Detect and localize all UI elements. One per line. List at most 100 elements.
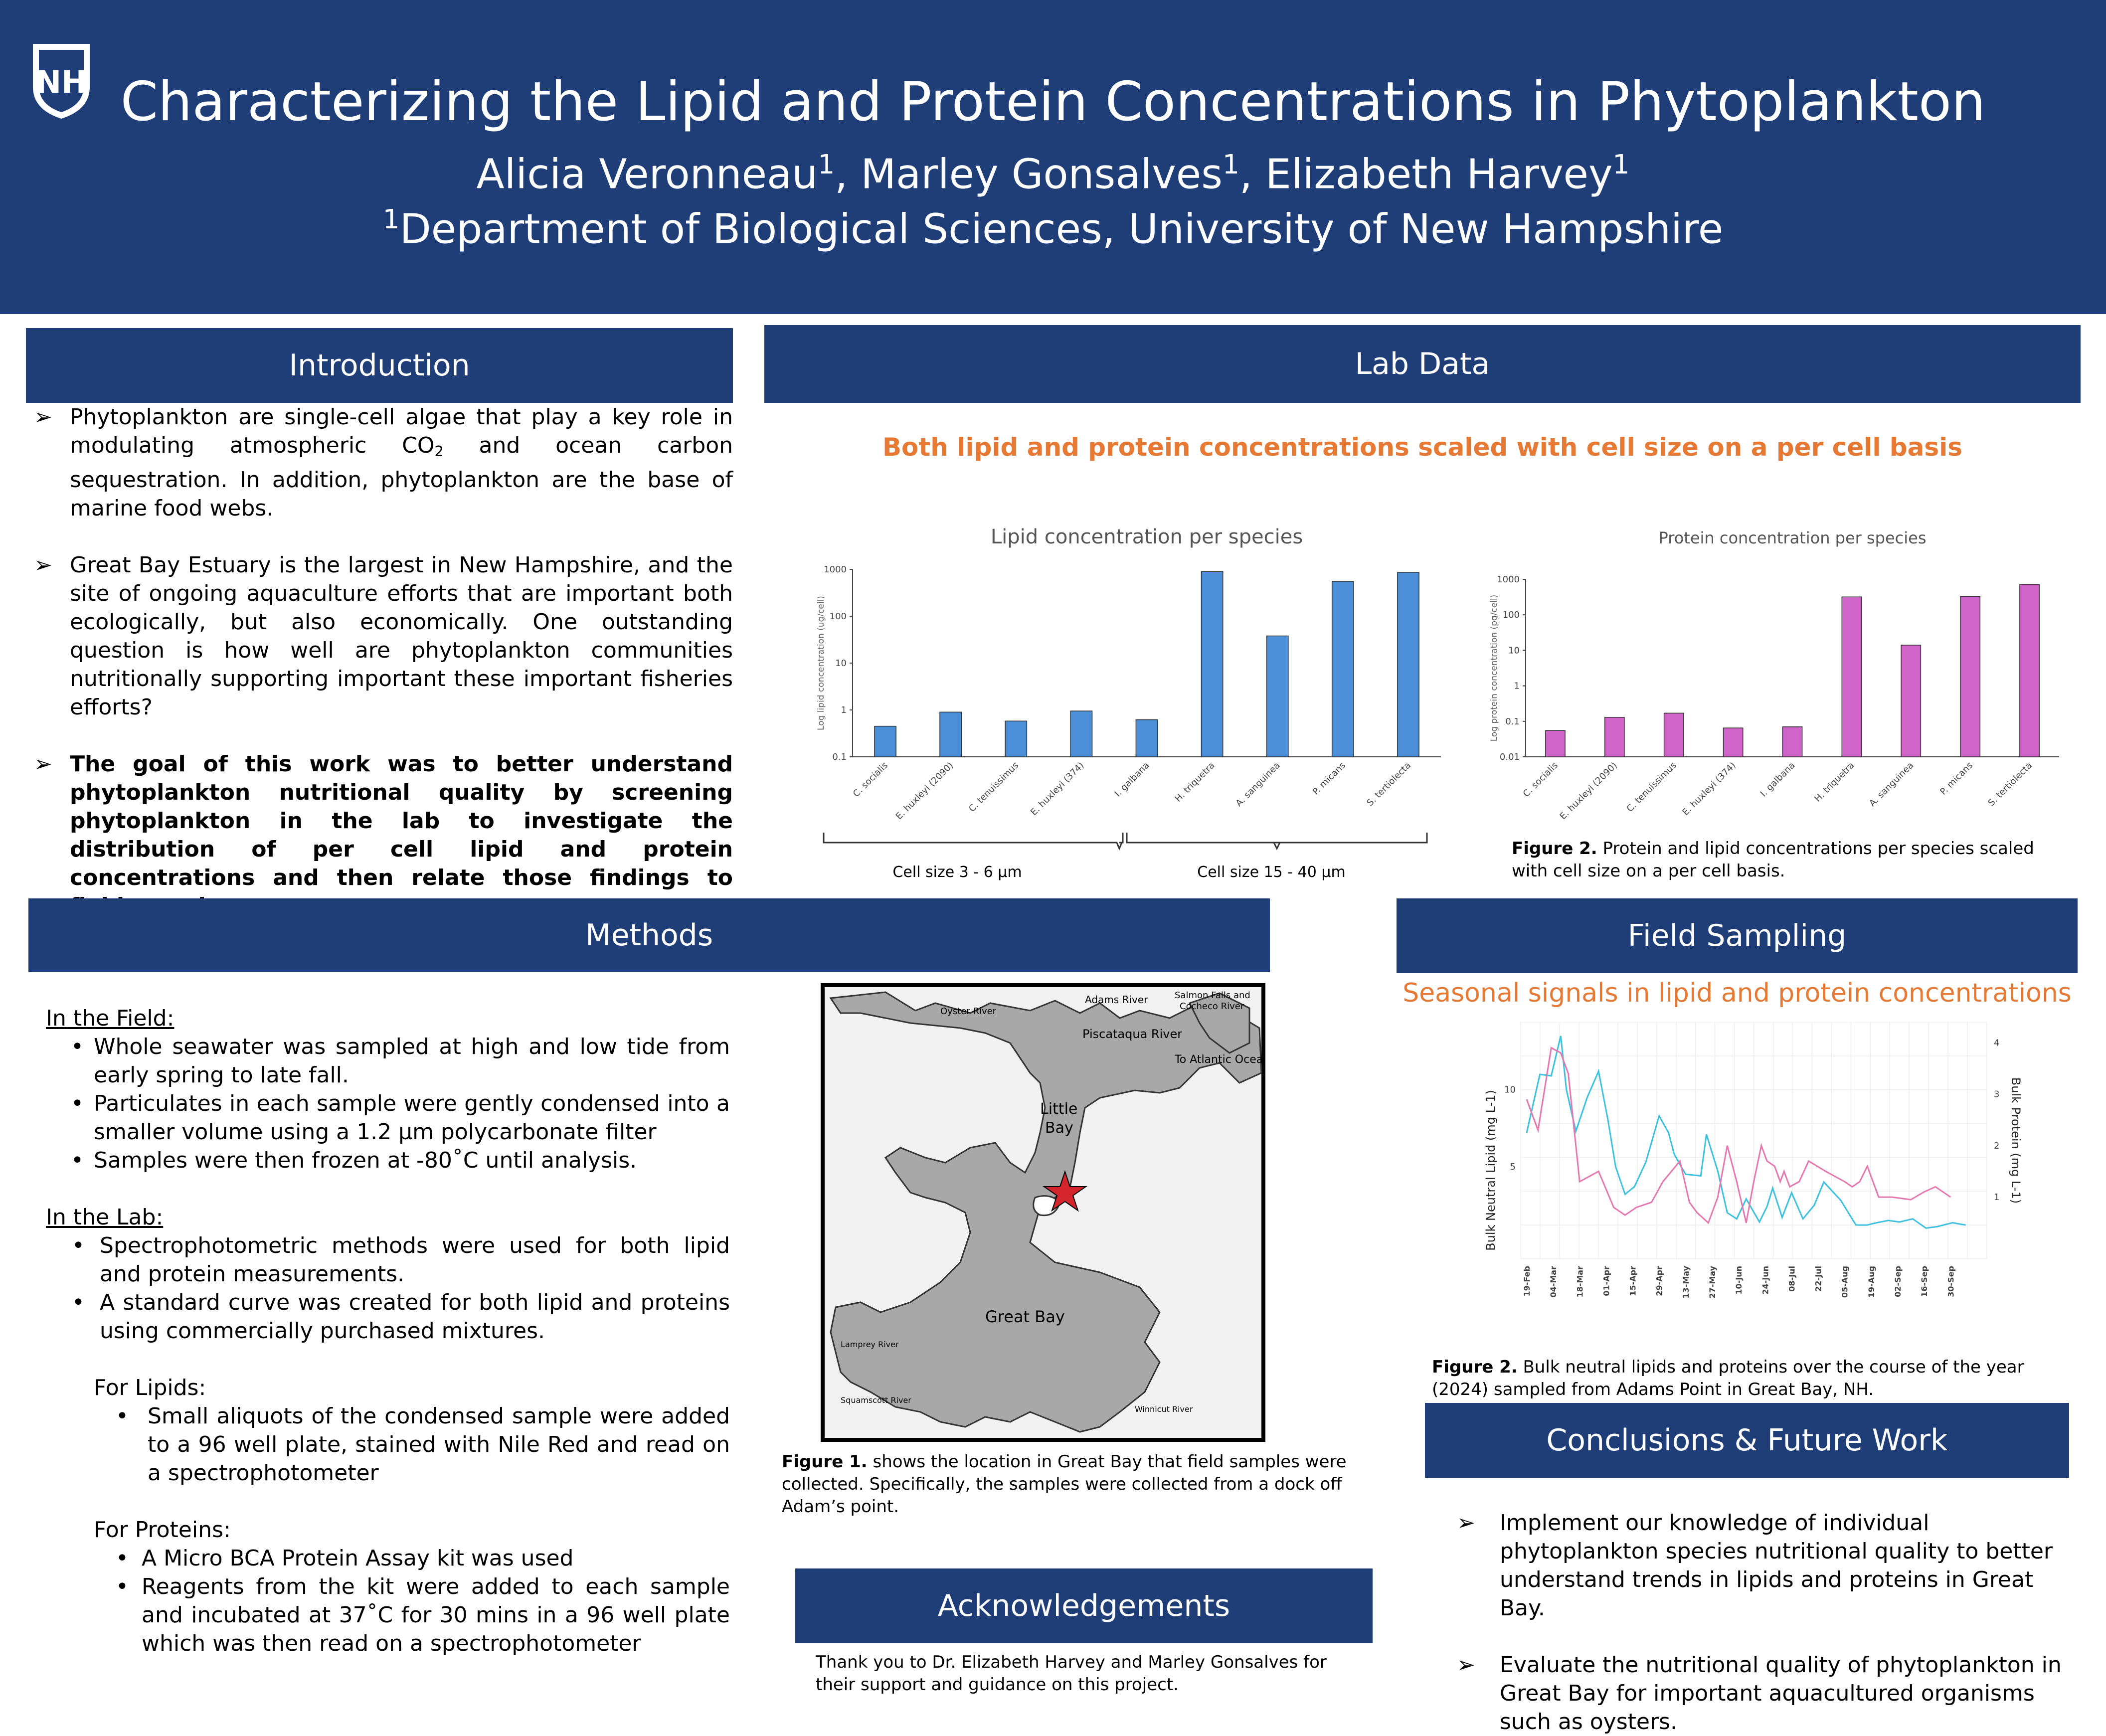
author-sup: 1: [1222, 149, 1239, 180]
affiliation-sup: 1: [382, 204, 400, 235]
intro-point-1: ➢ Phytoplankton are single-cell algae tha…: [26, 403, 733, 522]
methods-field-item: • Whole seawater was sampled at high and …: [46, 1033, 730, 1089]
intro-text: and ocean carbon sequestration. In addit…: [70, 433, 733, 521]
chart-title: Protein concentration per species: [1659, 528, 1927, 547]
caption-label: Figure 2.: [1432, 1357, 1518, 1377]
bar: [874, 725, 896, 757]
x-tick-label: 02-Sep: [1893, 1266, 1903, 1297]
unh-shield-logo: NH: [33, 44, 90, 119]
poster-authors: Alicia Veronneau1, Marley Gonsalves1, El…: [476, 149, 1630, 198]
intro-subscript: 2: [434, 443, 444, 460]
methods-lipids-item: • Small aliquots of the condensed sample …: [46, 1402, 730, 1487]
field-line-chart: 19-Feb 04-Mar 18-Mar 01-Apr 15-Apr 29-Apr 13-M…: [1484, 1022, 2023, 1299]
bracket-small: [823, 833, 1123, 851]
bar: [1266, 635, 1289, 757]
bullet-dot-icon: •: [116, 1546, 129, 1571]
lab-data-subtitle: Both lipid and protein concentrations sc…: [882, 433, 1963, 462]
poster-header: [0, 0, 2106, 314]
y2-tick-label: 4: [1994, 1038, 1999, 1048]
methods-body: In the Field: • Whole seawater was sample…: [46, 1004, 730, 1658]
arrow-bullet-icon: ➢: [34, 404, 52, 430]
methods-proteins-label: For Proteins:: [94, 1517, 231, 1543]
sampling-site-star-icon: [1042, 1170, 1088, 1212]
author-name: Marley Gonsalves: [861, 151, 1223, 198]
y-tick-label: 10: [835, 658, 847, 669]
map-caption: Figure 1. shows the location in Great Ba…: [782, 1451, 1360, 1518]
bar: [1960, 596, 1981, 757]
y-tick-label: 1000: [824, 564, 847, 575]
chart-title: Lipid concentration per species: [991, 525, 1303, 548]
map-label: Adams River: [1085, 994, 1148, 1006]
bullet-dot-icon: •: [72, 1290, 85, 1315]
y2-tick-label: 1: [1994, 1192, 1999, 1203]
arrow-bullet-icon: ➢: [34, 751, 52, 777]
map-label: Lamprey River: [841, 1340, 899, 1349]
x-tick-label: 24-Jun: [1760, 1266, 1770, 1295]
arrow-bullet-icon: ➢: [1457, 1652, 1475, 1678]
methods-text: Reagents from the kit were added to each…: [142, 1574, 730, 1656]
y2-axis-label: Bulk Protein (mg L-1): [2009, 1077, 2023, 1204]
lipid-bar-chart: Lipid concentration per species Log lipid…: [816, 525, 1441, 822]
y-axis-label: Bulk Neutral Lipid (mg L-1): [1484, 1090, 1498, 1251]
map-label: To Atlantic Ocean: [1174, 1053, 1265, 1066]
x-tick-label: 05-Aug: [1840, 1266, 1850, 1298]
x-tick-label: 30-Sep: [1946, 1266, 1955, 1297]
cell-size-brackets: [823, 833, 1428, 851]
bullet-dot-icon: •: [116, 1403, 129, 1429]
arrow-bullet-icon: ➢: [1457, 1510, 1475, 1536]
poster-affiliation: 1Department of Biological Sciences, Univ…: [0, 194, 2106, 254]
bar: [1723, 727, 1744, 757]
caption-text: shows the location in Great Bay that fie…: [782, 1452, 1347, 1517]
map-label: Salmon Falls and: [1175, 990, 1250, 1001]
methods-text: Samples were then frozen at -80˚C until …: [94, 1148, 637, 1173]
bar: [939, 711, 962, 757]
intro-text: Phytoplankton are single-cell algae that…: [70, 404, 733, 458]
adams-point-island: [1033, 1195, 1061, 1216]
x-tick-label: 19-Feb: [1522, 1266, 1532, 1297]
map-label: Great Bay: [985, 1307, 1065, 1326]
x-tick-label: A. sanguinea: [1233, 760, 1282, 809]
x-tick-label: S. tertiolecta: [1365, 760, 1413, 809]
caption-label: Figure 1.: [782, 1452, 868, 1472]
bullet-dot-icon: •: [71, 1148, 84, 1173]
y2-tick-label: 2: [1994, 1141, 1999, 1151]
intro-goal-text: The goal of this work was to better unde…: [70, 751, 733, 919]
introduction-heading: Introduction: [26, 328, 733, 403]
bracket-large-tick: [1273, 842, 1281, 851]
methods-heading: Methods: [28, 898, 1270, 972]
great-bay-map: Adams River Salmon Falls and Cocheco Riv…: [821, 983, 1265, 1442]
x-tick-label: C. tenuissimus: [967, 760, 1021, 814]
intro-point-2: ➢ Great Bay Estuary is the largest in New…: [26, 551, 733, 721]
author-sup: 1: [818, 149, 835, 180]
bar: [1604, 716, 1625, 757]
protein-bar-chart: Protein concentration per species Log pro…: [1489, 528, 2059, 822]
methods-text: Spectrophotometric methods were used for…: [100, 1233, 730, 1287]
logo-text: NH: [35, 64, 87, 100]
conclusion-text: Implement our knowledge of individual ph…: [1500, 1510, 2053, 1621]
x-tick-label: E. huxleyi (2090): [894, 760, 955, 822]
conclusions-body: ➢ Implement our knowledge of individual p…: [1457, 1509, 2070, 1736]
cell-size-small-label: Cell size 3 - 6 µm: [892, 864, 1022, 881]
bullet-dot-icon: •: [72, 1233, 85, 1258]
x-tick-label: C. tenuissimus: [1625, 760, 1679, 814]
y-tick-label: 10: [1504, 1085, 1516, 1095]
poster-title: Characterizing the Lipid and Protein Con…: [120, 71, 1986, 133]
methods-lipids-label: For Lipids:: [94, 1375, 206, 1400]
y-tick-label: 0.1: [832, 752, 847, 762]
caption-text: Bulk neutral lipids and proteins over th…: [1432, 1357, 2024, 1399]
x-tick-label: 01-Apr: [1601, 1266, 1611, 1296]
protein-series-line: [1526, 1046, 1951, 1224]
x-tick-label: 08-Jul: [1787, 1266, 1796, 1292]
x-tick-label: 15-Apr: [1628, 1266, 1638, 1296]
x-tick-label: 04-Mar: [1549, 1266, 1558, 1298]
y-tick-label: 100: [1503, 610, 1520, 620]
x-tick-label: S. tertiolecta: [1986, 760, 2035, 809]
x-tick-label: 13-May: [1681, 1265, 1691, 1298]
y-tick-label: 10: [1508, 645, 1520, 656]
bullet-dot-icon: •: [116, 1574, 129, 1599]
x-tick-label: P. micans: [1938, 760, 1975, 797]
x-tick-label: I. galbana: [1758, 760, 1797, 799]
bar: [1331, 581, 1354, 757]
bar: [1070, 710, 1093, 757]
x-tick-label: C. socialis: [1521, 760, 1560, 799]
